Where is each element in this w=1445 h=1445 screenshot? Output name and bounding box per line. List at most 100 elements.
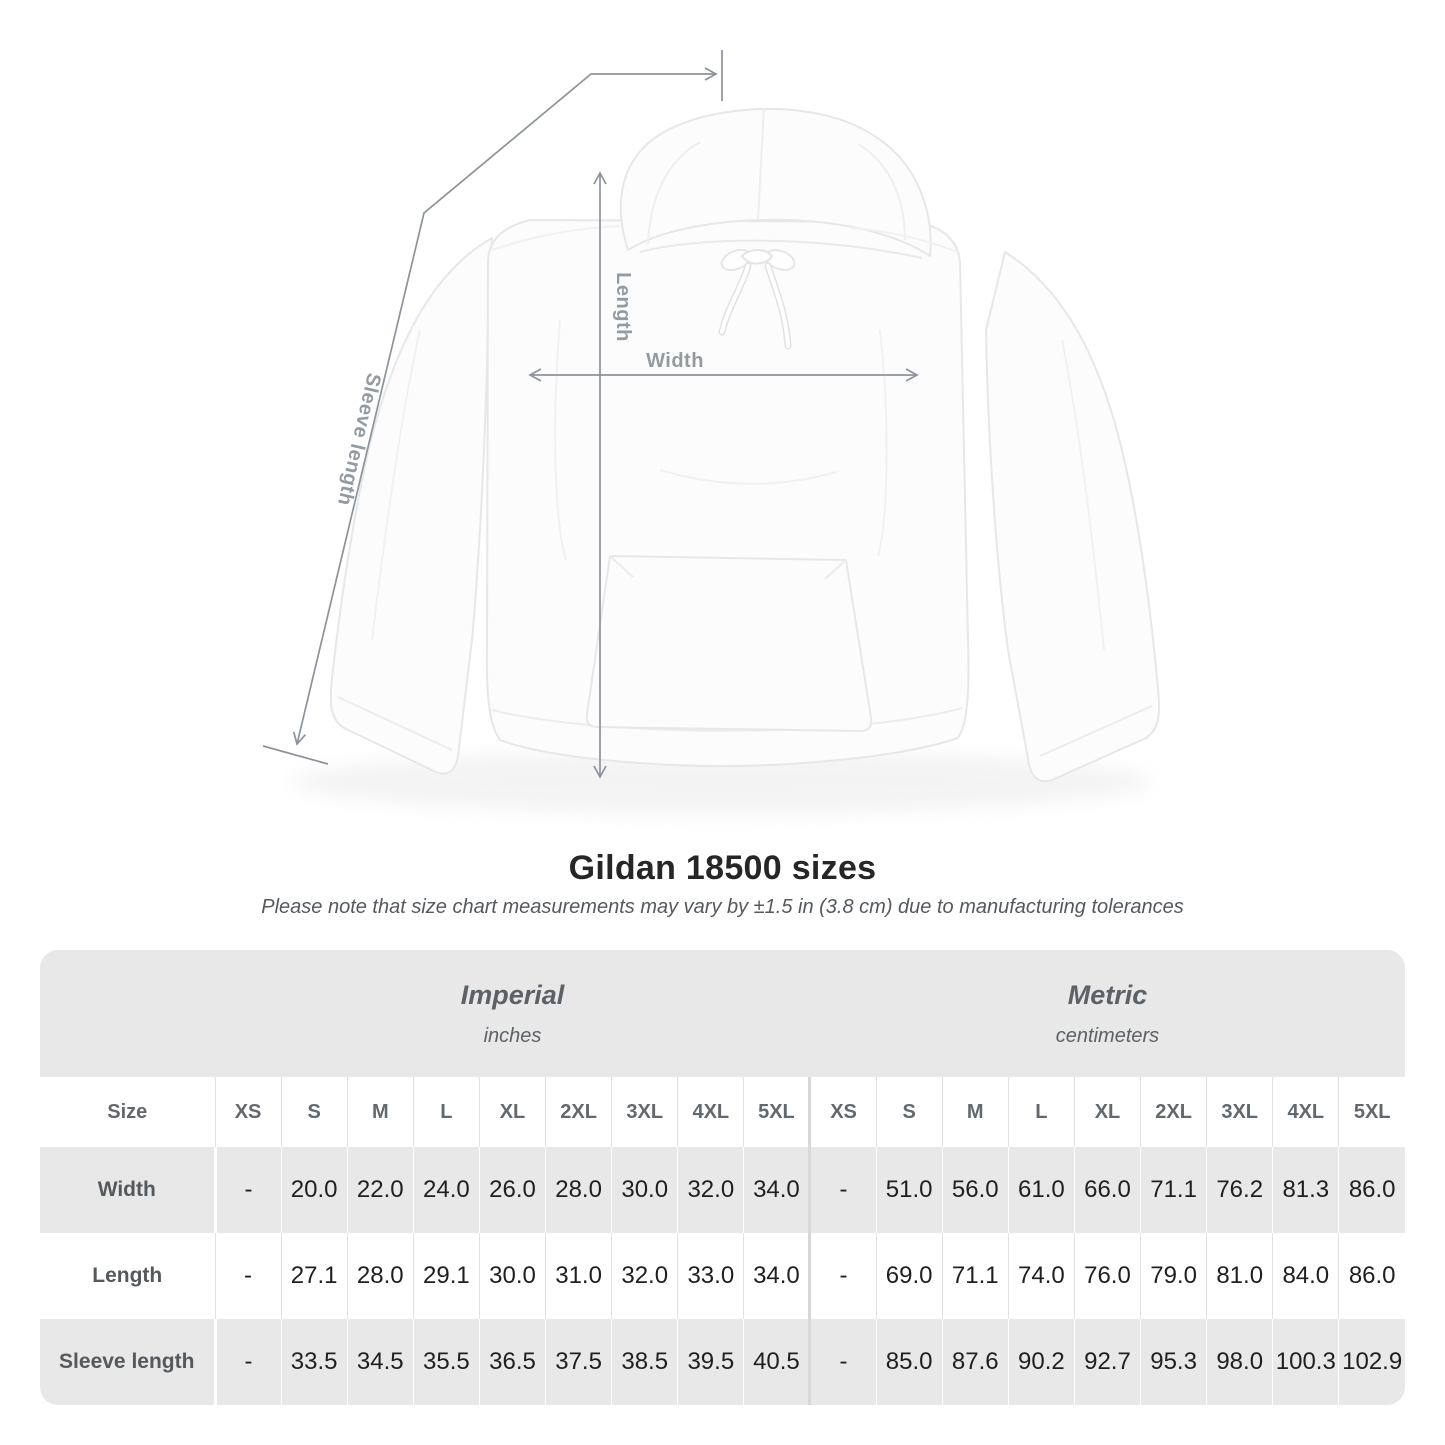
value-cell-metric: 81.0: [1206, 1233, 1273, 1319]
size-header-metric-5xl: 5XL: [1338, 1077, 1405, 1147]
value-cell-imperial: 34.0: [743, 1233, 810, 1319]
value-cell-metric: -: [808, 1147, 877, 1233]
size-header-metric-4xl: 4XL: [1272, 1077, 1339, 1147]
measurement-row-length: Length -27.1 28.0 29.1 30.0 31.0 32.0 33.0 34.0-…: [40, 1233, 1405, 1319]
value-cell-imperial: 36.5: [478, 1319, 546, 1405]
value-cell-metric: 81.3: [1272, 1147, 1339, 1233]
size-header-metric-3xl: 3XL: [1206, 1077, 1273, 1147]
size-header-imperial-xl: XL: [478, 1077, 546, 1147]
unit-group-unit: inches: [483, 1024, 542, 1047]
unit-group-name: Metric: [1067, 979, 1148, 1010]
value-cell-imperial: 20.0: [280, 1147, 348, 1233]
value-cell-imperial: -: [213, 1319, 282, 1405]
value-cell-metric: 100.3: [1272, 1319, 1339, 1405]
value-cell-imperial: -: [214, 1233, 282, 1319]
value-cell-metric: 71.1: [941, 1233, 1009, 1319]
size-header-imperial-xs: XS: [214, 1077, 282, 1147]
value-cell-imperial: 28.0: [346, 1233, 414, 1319]
sleeve-length-arrow-line: [292, 67, 718, 746]
value-cell-metric: 85.0: [875, 1319, 943, 1405]
page-title: Gildan 18500 sizes: [568, 849, 877, 887]
row-label: Length: [40, 1233, 215, 1319]
length-label: Length: [612, 272, 634, 342]
size-header-imperial-m: M: [346, 1077, 414, 1147]
size-header-metric-l: L: [1007, 1077, 1075, 1147]
hoodie-drawstring-left: [720, 264, 750, 334]
unit-band-row: Imperial inches Metric centimeters: [40, 950, 1405, 1077]
value-cell-imperial: 22.0: [346, 1147, 414, 1233]
hoodie-right-sleeve: [985, 251, 1161, 783]
hoodie-drawstring-right: [766, 264, 790, 348]
hoodie-pocket: [585, 555, 873, 733]
hoodie-knot: [741, 249, 773, 265]
hoodie-right-cuff-line: [1039, 705, 1153, 757]
value-cell-metric: 71.1: [1140, 1147, 1207, 1233]
value-cell-imperial: 35.5: [412, 1319, 480, 1405]
size-header-imperial-s: S: [280, 1077, 348, 1147]
value-cell-imperial: -: [213, 1147, 282, 1233]
value-cell-metric: 79.0: [1140, 1233, 1207, 1319]
tolerance-note: Please note that size chart measurements…: [261, 896, 1184, 918]
value-cell-metric: 61.0: [1007, 1147, 1075, 1233]
size-header-imperial-5xl: 5XL: [743, 1077, 810, 1147]
value-cell-metric: -: [808, 1233, 877, 1319]
size-header-imperial-4xl: 4XL: [677, 1077, 744, 1147]
size-header-metric-s: S: [875, 1077, 943, 1147]
size-header-imperial-l: L: [412, 1077, 480, 1147]
value-cell-imperial: 29.1: [412, 1233, 480, 1319]
value-cell-imperial: 33.0: [677, 1233, 744, 1319]
value-cell-metric: 98.0: [1206, 1319, 1273, 1405]
value-cell-metric: 74.0: [1007, 1233, 1075, 1319]
hoodie-measurement-diagram: Length Width Sleeve length: [262, 50, 1161, 814]
value-cell-imperial: 24.0: [412, 1147, 480, 1233]
value-cell-imperial: 34.5: [346, 1319, 414, 1405]
value-cell-metric: 69.0: [875, 1233, 943, 1319]
row-label: Sleeve length: [40, 1319, 215, 1405]
value-cell-metric: 66.0: [1073, 1147, 1141, 1233]
hoodie-hood-fold-right: [857, 143, 906, 241]
value-cell-imperial: 32.0: [677, 1147, 744, 1233]
value-cell-metric: 56.0: [941, 1147, 1009, 1233]
size-header-metric-m: M: [941, 1077, 1009, 1147]
value-cell-imperial: 37.5: [545, 1319, 612, 1405]
size-header-metric-2xl: 2XL: [1140, 1077, 1207, 1147]
value-cell-imperial: 33.5: [280, 1319, 348, 1405]
value-cell-imperial: 34.0: [743, 1147, 810, 1233]
value-cell-metric: 90.2: [1007, 1319, 1075, 1405]
unit-group-header-metric: Metric centimeters: [809, 950, 1405, 1077]
value-cell-imperial: 30.0: [478, 1233, 546, 1319]
band-corner: [40, 950, 215, 1077]
size-header-row: Size XS S M L XL 2XL 3XL 4XL 5XL XS S M L XL 2XL 3XL 4XL 5…: [40, 1077, 1405, 1147]
hoodie-illustration: [329, 107, 1161, 783]
size-header-imperial-2xl: 2XL: [545, 1077, 612, 1147]
value-cell-metric: 87.6: [941, 1319, 1009, 1405]
size-column-header: Size: [40, 1077, 215, 1147]
size-table-container: Imperial inches Metric centimeters Size XS S M L…: [40, 950, 1405, 1405]
unit-group-header-imperial: Imperial inches: [215, 950, 810, 1077]
measurement-row-width: Width -20.0 22.0 24.0 26.0 28.0 30.0 32.0 34.0-5…: [40, 1147, 1405, 1233]
size-header-metric-xl: XL: [1073, 1077, 1141, 1147]
value-cell-imperial: 38.5: [611, 1319, 678, 1405]
value-cell-imperial: 28.0: [545, 1147, 612, 1233]
hoodie-shadow: [292, 750, 1152, 814]
size-table: Imperial inches Metric centimeters Size XS S M L…: [40, 950, 1405, 1405]
hoodie-hood-seam: [757, 107, 765, 221]
value-cell-imperial: 39.5: [677, 1319, 744, 1405]
cuff-tick: [262, 745, 329, 765]
value-cell-metric: 102.9: [1338, 1319, 1405, 1405]
value-cell-imperial: 30.0: [611, 1147, 678, 1233]
unit-group-unit: centimeters: [1055, 1024, 1160, 1047]
value-cell-metric: 76.2: [1206, 1147, 1273, 1233]
width-label: Width: [646, 350, 704, 372]
measurement-row-sleeve-length: Sleeve length -33.5 34.5 35.5 36.5 37.5 38.5 39…: [40, 1319, 1405, 1405]
value-cell-metric: 92.7: [1073, 1319, 1141, 1405]
row-label: Width: [40, 1147, 215, 1233]
value-cell-metric: -: [808, 1319, 877, 1405]
value-cell-imperial: 27.1: [280, 1233, 348, 1319]
value-cell-metric: 84.0: [1272, 1233, 1339, 1319]
hoodie-pocket-notch-right: [824, 559, 847, 580]
value-cell-imperial: 40.5: [743, 1319, 810, 1405]
size-header-imperial-3xl: 3XL: [611, 1077, 678, 1147]
unit-group-name: Imperial: [460, 979, 565, 1010]
